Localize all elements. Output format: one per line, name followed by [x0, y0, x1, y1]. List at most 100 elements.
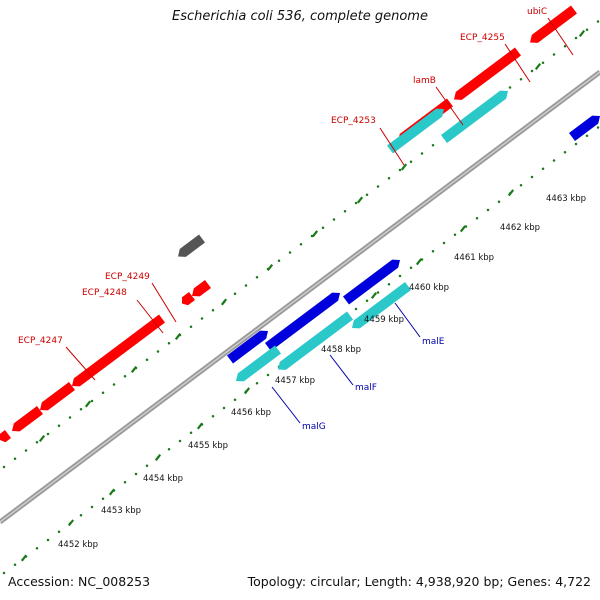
minor-tick [68, 416, 72, 419]
scale-label: 4457 kbp [275, 376, 315, 386]
gene-feature [12, 406, 43, 432]
minor-tick [574, 142, 578, 146]
gene-features [0, 5, 600, 494]
minor-tick [222, 406, 226, 410]
gene-feature [0, 490, 3, 494]
gene-feature [0, 478, 3, 482]
leader-line [435, 86, 464, 126]
major-tick [534, 63, 542, 70]
gene-feature [72, 314, 165, 387]
minor-tick [255, 276, 259, 279]
minor-tick [13, 457, 17, 461]
minor-tick [530, 69, 534, 73]
minor-tick [376, 291, 380, 294]
minor-tick [200, 317, 204, 320]
major-tick [507, 189, 515, 197]
leader-line [65, 346, 96, 381]
gene-feature [0, 466, 3, 470]
minor-tick [541, 61, 545, 65]
minor-tick [398, 168, 402, 172]
gene-feature [40, 382, 75, 411]
minor-tick [420, 152, 424, 155]
leader-line [547, 17, 574, 56]
major-tick [67, 519, 75, 527]
gene-feature [0, 470, 3, 474]
minor-tick [519, 78, 523, 81]
minor-tick [563, 45, 567, 48]
minor-tick [233, 292, 237, 296]
gene-feature [182, 292, 195, 306]
major-tick [38, 435, 46, 442]
minor-tick [552, 159, 556, 162]
major-tick [154, 454, 162, 461]
gene-feature [0, 478, 3, 482]
minor-tick [596, 20, 600, 23]
map-title: Escherichia coli 536, complete genome [172, 9, 428, 24]
minor-tick [35, 441, 39, 444]
major-tick [266, 264, 274, 271]
major-tick [415, 258, 423, 266]
major-tick [311, 230, 319, 238]
minor-tick [585, 134, 589, 138]
minor-tick [431, 250, 435, 253]
minor-tick [354, 201, 358, 205]
major-tick [174, 333, 182, 340]
major-tick [459, 225, 467, 233]
gene-label-lamb: lamB [413, 76, 436, 86]
gene-feature [0, 480, 3, 484]
scale-label: 4458 kbp [321, 345, 361, 355]
leader-line [271, 386, 301, 424]
gene-feature [530, 5, 577, 43]
minor-tick [508, 86, 512, 89]
minor-tick [453, 233, 457, 237]
major-tick [356, 196, 364, 204]
minor-tick [79, 408, 83, 411]
minor-tick [519, 184, 523, 187]
minor-tick [145, 464, 149, 468]
gene-label-ecp-4253: ECP_4253 [331, 116, 376, 126]
gene-feature [0, 476, 3, 480]
major-tick [400, 163, 408, 171]
leader-line [394, 302, 421, 338]
gene-feature [0, 466, 3, 470]
minor-tick [321, 226, 325, 230]
gene-feature [236, 345, 281, 382]
minor-tick [244, 284, 248, 287]
major-tick [220, 298, 228, 306]
minor-tick [101, 391, 105, 395]
major-tick [370, 292, 378, 299]
gene-feature [278, 311, 353, 370]
minor-tick [35, 547, 39, 550]
minor-tick [596, 126, 600, 129]
scale-label: 4453 kbp [101, 506, 141, 516]
minor-tick [541, 167, 545, 171]
minor-tick [486, 208, 490, 212]
gene-label-ecp-4249: ECP_4249 [105, 272, 150, 282]
major-tick [84, 400, 92, 408]
major-tick [130, 366, 138, 373]
minor-tick [57, 530, 61, 534]
gene-feature [178, 234, 205, 257]
gene-feature [352, 282, 411, 329]
upper-tick-line [2, 20, 600, 469]
minor-tick [79, 514, 83, 517]
minor-tick [585, 28, 589, 32]
minor-tick [266, 373, 270, 377]
gene-label-ecp-4248: ECP_4248 [82, 288, 127, 298]
minor-tick [2, 571, 6, 575]
scale-label: 4463 kbp [546, 194, 586, 204]
minor-tick [431, 144, 435, 147]
gene-feature [0, 478, 3, 482]
scale-label: 4460 kbp [409, 283, 449, 293]
scale-label: 4452 kbp [58, 540, 98, 550]
minor-tick [90, 505, 94, 509]
gene-feature [0, 480, 3, 484]
accession-label: Accession: NC_008253 [8, 574, 151, 589]
minor-tick [101, 497, 105, 501]
gene-label-ecp-4247: ECP_4247 [18, 336, 63, 346]
leader-line [379, 127, 405, 166]
scale-label: 4454 kbp [143, 474, 183, 484]
minor-tick [552, 53, 556, 56]
major-tick [243, 387, 251, 395]
